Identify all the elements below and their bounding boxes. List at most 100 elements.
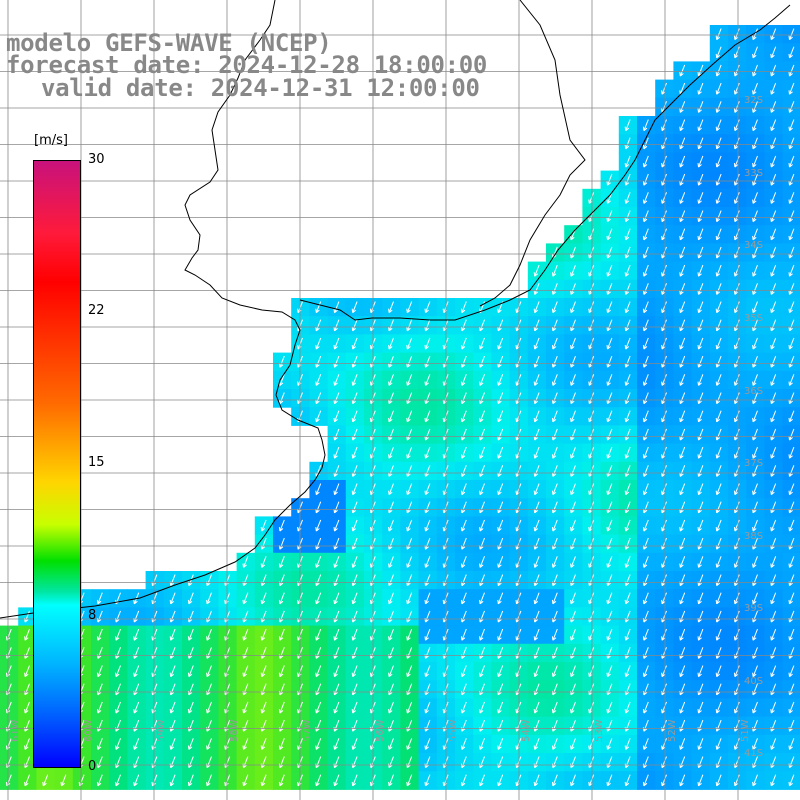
wind-arrow xyxy=(697,228,704,241)
wind-arrow xyxy=(570,264,576,277)
wind-arrow xyxy=(606,701,613,714)
wind-arrow xyxy=(788,28,795,41)
wind-arrow xyxy=(406,738,413,750)
wind-arrow xyxy=(679,446,686,459)
wind-arrow xyxy=(606,756,613,769)
wind-arrow xyxy=(333,756,340,769)
wind-arrow xyxy=(679,319,686,332)
wind-arrow xyxy=(551,701,558,714)
wind-arrow xyxy=(260,738,267,750)
wind-arrow xyxy=(351,355,358,368)
wind-arrow xyxy=(479,738,485,750)
wind-arrow xyxy=(533,483,540,496)
wind-arrow xyxy=(624,192,631,204)
wind-arrow xyxy=(715,210,722,223)
wind-arrow xyxy=(679,283,686,295)
wind-arrow xyxy=(388,592,394,605)
wind-arrow xyxy=(533,719,540,732)
wind-arrow xyxy=(715,446,722,459)
lat-label: 34S xyxy=(744,240,764,251)
wind-arrow xyxy=(260,683,267,696)
wind-arrow xyxy=(733,719,740,732)
wind-arrow xyxy=(570,301,576,314)
wind-arrow xyxy=(187,719,194,732)
wind-arrow xyxy=(479,319,485,332)
wind-arrow xyxy=(115,628,121,641)
wind-arrow xyxy=(624,592,631,605)
wind-arrow xyxy=(115,756,121,769)
wind-arrow xyxy=(642,774,649,787)
wind-arrow xyxy=(533,556,540,568)
wind-arrow xyxy=(551,774,558,787)
wind-arrow xyxy=(388,701,394,714)
wind-arrow xyxy=(388,519,394,532)
wind-arrow xyxy=(624,319,631,332)
wind-arrow xyxy=(697,719,704,732)
coastline xyxy=(0,0,326,619)
wind-arrow xyxy=(642,246,649,259)
wind-arrow xyxy=(770,683,777,696)
wind-arrow xyxy=(169,774,176,787)
wind-arrow xyxy=(733,155,740,168)
wind-arrow xyxy=(551,519,558,532)
wind-arrow xyxy=(315,355,322,368)
wind-arrow xyxy=(770,192,777,204)
wind-arrow xyxy=(351,738,358,750)
wind-arrow xyxy=(697,192,704,204)
wind-arrow xyxy=(497,519,504,532)
wind-arrow xyxy=(388,738,394,750)
wind-arrow xyxy=(133,665,140,678)
wind-arrow xyxy=(533,319,540,332)
wind-arrow xyxy=(697,101,704,113)
wind-arrow xyxy=(169,683,176,696)
wind-arrow xyxy=(606,774,613,787)
wind-arrow xyxy=(624,683,631,696)
wind-arrow xyxy=(752,192,758,204)
wind-arrow xyxy=(351,683,358,696)
wind-arrow xyxy=(424,774,431,787)
wind-arrow xyxy=(206,738,212,750)
wind-arrow xyxy=(642,446,649,459)
wind-arrow xyxy=(60,774,67,787)
wind-arrow xyxy=(642,628,649,641)
wind-arrow xyxy=(752,756,758,769)
wind-arrow xyxy=(733,246,740,259)
wind-arrow xyxy=(315,701,322,714)
wind-arrow xyxy=(570,374,576,386)
wind-arrow xyxy=(570,719,576,732)
wind-arrow xyxy=(551,319,558,332)
wind-arrow xyxy=(715,556,722,568)
wind-arrow xyxy=(606,738,613,750)
wind-arrow xyxy=(424,319,431,332)
wind-arrow xyxy=(679,556,686,568)
wind-arrow xyxy=(788,446,795,459)
wind-arrow xyxy=(679,519,686,532)
wind-arrow xyxy=(733,137,740,150)
colorbar-tick-0: 0 xyxy=(88,759,97,774)
wind-arrow xyxy=(206,628,212,641)
wind-arrow xyxy=(733,210,740,223)
wind-arrow xyxy=(315,301,322,314)
wind-arrow xyxy=(406,701,413,714)
wind-arrow xyxy=(333,738,340,750)
wind-arrow xyxy=(715,701,722,714)
wind-arrow xyxy=(96,719,103,732)
wind-arrow xyxy=(624,155,631,168)
wind-arrow xyxy=(460,355,467,368)
wind-arrow xyxy=(206,719,212,732)
wind-arrow xyxy=(533,628,540,641)
wind-arrow xyxy=(351,774,358,787)
wind-arrow xyxy=(533,519,540,532)
wind-arrow xyxy=(788,155,795,168)
wind-arrow xyxy=(460,319,467,332)
wind-arrow xyxy=(187,683,194,696)
wind-arrow xyxy=(715,719,722,732)
wind-arrow xyxy=(606,592,613,605)
wind-arrow xyxy=(642,701,649,714)
wind-arrow xyxy=(479,719,485,732)
wind-arrow xyxy=(642,137,649,150)
wind-arrow xyxy=(679,246,686,259)
wind-arrow xyxy=(679,337,686,350)
wind-arrow xyxy=(351,592,358,605)
wind-arrow xyxy=(752,46,758,59)
